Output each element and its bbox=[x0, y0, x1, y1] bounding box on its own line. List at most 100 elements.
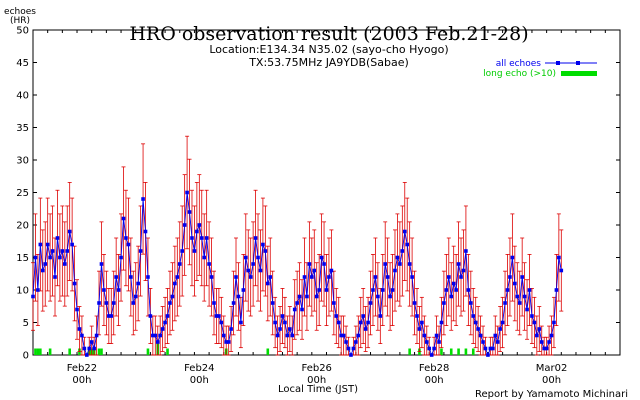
data-point bbox=[62, 262, 67, 266]
data-point bbox=[177, 262, 182, 266]
data-point bbox=[253, 236, 258, 240]
data-point bbox=[407, 262, 412, 266]
data-point bbox=[114, 275, 118, 279]
data-point bbox=[351, 346, 356, 351]
data-point bbox=[116, 288, 121, 292]
data-point bbox=[488, 346, 493, 351]
data-point bbox=[341, 333, 346, 338]
data-point bbox=[224, 340, 229, 344]
data-point bbox=[336, 320, 341, 325]
data-point bbox=[410, 275, 414, 279]
data-point bbox=[158, 333, 162, 338]
data-point bbox=[469, 301, 473, 305]
data-point bbox=[129, 275, 133, 279]
data-point bbox=[138, 249, 143, 253]
data-point bbox=[33, 255, 38, 260]
data-point bbox=[539, 340, 544, 344]
data-point bbox=[515, 294, 520, 299]
data-point bbox=[197, 223, 202, 227]
data-point bbox=[466, 288, 471, 292]
data-point bbox=[398, 262, 402, 266]
data-point bbox=[422, 333, 427, 338]
legend-all-echoes-marker bbox=[576, 61, 580, 65]
data-point bbox=[358, 320, 363, 325]
data-point bbox=[199, 236, 204, 240]
data-point bbox=[85, 353, 89, 357]
data-point bbox=[107, 314, 111, 318]
data-point bbox=[505, 288, 510, 292]
data-point bbox=[317, 288, 321, 292]
data-point bbox=[390, 288, 395, 292]
y-tick-label: 15 bbox=[16, 253, 29, 264]
data-point bbox=[378, 314, 383, 318]
data-point bbox=[517, 301, 522, 305]
data-point bbox=[454, 288, 458, 292]
data-point bbox=[285, 333, 290, 338]
data-point bbox=[437, 340, 441, 344]
data-point bbox=[87, 346, 92, 351]
data-point bbox=[280, 314, 285, 318]
data-point bbox=[446, 275, 451, 279]
data-point bbox=[329, 268, 334, 273]
long-echo-bar bbox=[266, 348, 270, 355]
data-point bbox=[165, 314, 170, 318]
data-point bbox=[297, 294, 302, 299]
data-point bbox=[72, 281, 77, 286]
data-point bbox=[344, 340, 348, 344]
y-axis-label-line2: (HR) bbox=[10, 16, 30, 26]
data-point bbox=[371, 288, 375, 292]
data-point bbox=[461, 268, 466, 273]
data-point bbox=[261, 242, 265, 247]
data-point bbox=[552, 320, 556, 325]
long-echo-bar bbox=[440, 348, 443, 355]
data-point bbox=[522, 294, 527, 299]
data-point bbox=[429, 353, 434, 357]
data-point bbox=[217, 314, 221, 318]
data-point bbox=[58, 255, 62, 260]
data-point bbox=[185, 190, 189, 195]
data-point bbox=[38, 242, 43, 247]
long-echo-bar bbox=[36, 348, 40, 355]
data-point bbox=[319, 255, 324, 260]
data-point bbox=[136, 281, 140, 286]
data-point bbox=[349, 353, 353, 357]
x-tick-label: 00h bbox=[542, 375, 561, 386]
data-point bbox=[209, 275, 214, 279]
data-point bbox=[195, 229, 199, 234]
data-point bbox=[366, 320, 370, 325]
data-point bbox=[549, 333, 554, 338]
data-point bbox=[300, 307, 304, 312]
data-point bbox=[491, 346, 495, 351]
data-point bbox=[439, 320, 444, 325]
legend-all-echoes-marker bbox=[556, 61, 560, 65]
data-point bbox=[483, 346, 488, 351]
data-point bbox=[478, 333, 483, 338]
y-tick-label: 10 bbox=[16, 286, 29, 297]
data-point bbox=[131, 301, 136, 305]
long-echo-bar bbox=[166, 348, 169, 355]
location-subtitle: Location:E134.34 N35.02 (sayo-cho Hyogo) bbox=[209, 43, 448, 56]
y-tick-label: 35 bbox=[16, 123, 29, 134]
data-point bbox=[388, 294, 392, 299]
data-point bbox=[554, 288, 559, 292]
x-tick-label: 00h bbox=[190, 375, 209, 386]
data-point bbox=[187, 210, 192, 214]
data-point bbox=[266, 281, 270, 286]
long-echo-bar bbox=[146, 348, 150, 355]
data-point bbox=[415, 314, 419, 318]
data-point bbox=[544, 346, 549, 351]
data-point bbox=[219, 320, 224, 325]
data-point bbox=[270, 301, 275, 305]
data-point bbox=[239, 320, 243, 325]
data-point bbox=[133, 294, 138, 299]
data-point bbox=[481, 340, 485, 344]
data-point bbox=[231, 301, 236, 305]
data-point bbox=[43, 262, 48, 266]
data-point bbox=[31, 294, 35, 299]
long-echo-bar bbox=[464, 348, 468, 355]
data-point bbox=[104, 301, 109, 305]
data-point bbox=[542, 346, 546, 351]
data-point bbox=[334, 314, 339, 318]
data-point bbox=[251, 262, 255, 266]
data-point bbox=[119, 255, 123, 260]
